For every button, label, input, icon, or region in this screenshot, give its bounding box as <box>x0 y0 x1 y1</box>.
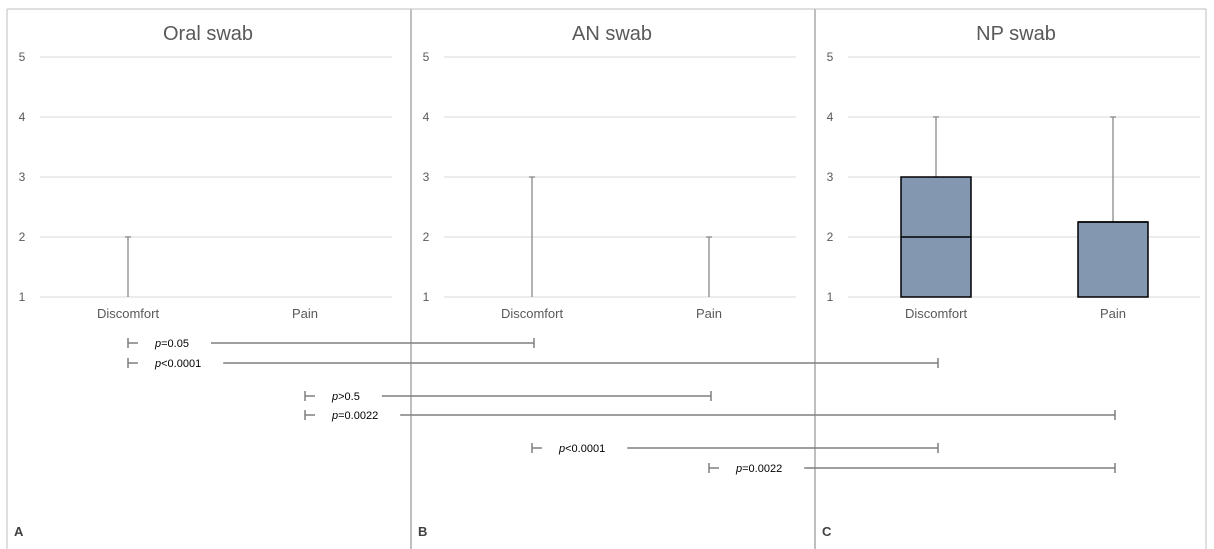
comparison-bracket: p<0.0001 <box>531 443 939 455</box>
box-discomfort <box>900 116 972 298</box>
x-category-label: Discomfort <box>501 306 564 321</box>
y-tick-label: 1 <box>19 290 26 304</box>
y-tick-label: 1 <box>423 290 430 304</box>
panel-c: NP swab 1 2 3 4 5 Discomfort Pain C <box>822 23 1200 539</box>
p-value-label: p>0.5 <box>331 391 360 403</box>
x-category-label: Discomfort <box>905 306 968 321</box>
y-tick-label: 1 <box>827 290 834 304</box>
comparison-bracket: p=0.0022 <box>708 463 1116 475</box>
panel-b: AN swab 1 2 3 4 5 Discomfort Pain B <box>418 23 796 539</box>
p-value-label: p<0.0001 <box>558 443 605 455</box>
y-tick-label: 3 <box>19 170 26 184</box>
y-tick-label: 2 <box>423 230 430 244</box>
box-pain <box>1077 116 1149 298</box>
panel-title: NP swab <box>976 23 1056 45</box>
comparison-bracket: p=0.05 <box>127 338 535 350</box>
panel-letter: C <box>822 524 832 539</box>
box-discomfort <box>529 176 535 297</box>
iqr-box <box>1077 221 1149 298</box>
x-category-label: Pain <box>696 306 722 321</box>
comparison-bracket: p<0.0001 <box>127 358 939 370</box>
y-tick-label: 2 <box>827 230 834 244</box>
y-tick-label: 3 <box>827 170 834 184</box>
y-tick-label: 5 <box>827 50 834 64</box>
p-value-label: p<0.0001 <box>154 358 201 370</box>
box-discomfort <box>125 236 131 297</box>
panel-a: Oral swab 1 2 3 4 5 Discomfort Pain A <box>14 23 392 539</box>
panel-title: Oral swab <box>163 23 253 45</box>
y-tick-label: 5 <box>423 50 430 64</box>
y-tick-label: 3 <box>423 170 430 184</box>
x-category-label: Pain <box>292 306 318 321</box>
box-pain <box>706 236 712 297</box>
y-tick-label: 2 <box>19 230 26 244</box>
y-tick-label: 5 <box>19 50 26 64</box>
panel-letter: A <box>14 524 24 539</box>
comparison-bracket: p=0.0022 <box>304 410 1116 422</box>
comparisons-layer: p=0.05 p<0.0001 p>0.5 p=0.0022 p<0.0001 p=0.0… <box>127 338 1116 475</box>
p-value-label: p=0.0022 <box>331 410 378 422</box>
panels-layer: Oral swab 1 2 3 4 5 Discomfort Pain A AN swab 1 2 3 4… <box>6 8 1207 549</box>
panel-title: AN swab <box>572 23 652 45</box>
x-category-label: Pain <box>1100 306 1126 321</box>
comparison-bracket: p>0.5 <box>304 391 712 403</box>
p-value-label: p=0.05 <box>154 338 189 350</box>
p-value-label: p=0.0022 <box>735 463 782 475</box>
y-tick-label: 4 <box>827 110 834 124</box>
x-category-label: Discomfort <box>97 306 160 321</box>
y-tick-label: 4 <box>19 110 26 124</box>
panel-letter: B <box>418 524 427 539</box>
y-tick-label: 4 <box>423 110 430 124</box>
